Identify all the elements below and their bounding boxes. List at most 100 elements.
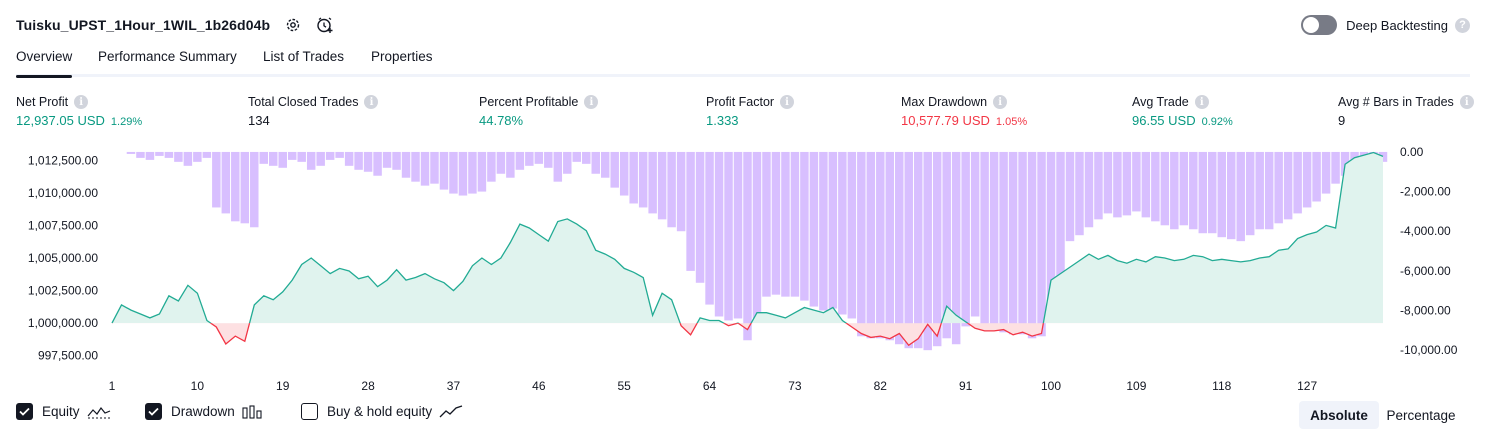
right-axis-tick: 0.00 [1400, 145, 1424, 159]
drawdown-bar [335, 151, 344, 158]
drawdown-bar [1198, 151, 1208, 234]
help-icon[interactable]: ? [1455, 17, 1470, 33]
drawdown-bar [648, 151, 657, 214]
drawdown-bar [1226, 151, 1236, 240]
drawdown-bar [1293, 151, 1302, 214]
drawdown-checkbox[interactable] [145, 403, 162, 420]
drawdown-bar [667, 151, 676, 228]
info-icon[interactable]: i [1194, 95, 1209, 109]
tab-list-of-trades[interactable]: List of Trades [263, 49, 345, 64]
metric-total-closed-trades: Total Closed Trades i 134 [248, 94, 379, 128]
drawdown-bar [1189, 151, 1198, 230]
drawdown-bar [819, 151, 828, 311]
equity-line-icon [87, 405, 111, 419]
info-icon[interactable]: i [993, 95, 1008, 109]
x-axis-tick: 55 [618, 379, 632, 393]
drawdown-bar [904, 151, 913, 349]
drawdown-bar [638, 151, 648, 208]
drawdown-bar [1208, 151, 1217, 234]
drawdown-bar [278, 151, 287, 168]
drawdown-bar [1141, 151, 1151, 218]
tab-overview[interactable]: Overview [16, 49, 73, 78]
metric-value: 1.333 [706, 113, 739, 128]
metric-avg-trade: Avg Trade i 96.55 USD 0.92% [1132, 94, 1233, 128]
drawdown-bar [1037, 151, 1046, 337]
drawdown-bar [1283, 151, 1293, 220]
info-icon[interactable]: i [74, 95, 89, 109]
drawdown-bar [771, 151, 781, 295]
equity-area-above [112, 152, 1383, 324]
absolute-button[interactable]: Absolute [1299, 401, 1379, 429]
drawdown-bar [572, 151, 582, 162]
tab-performance-summary[interactable]: Performance Summary [98, 49, 237, 64]
drawdown-bar [1236, 151, 1245, 242]
drawdown-bar [1065, 151, 1075, 242]
drawdown-bar [250, 151, 259, 228]
metric-value: 134 [248, 113, 270, 128]
drawdown-bar [316, 151, 325, 166]
drawdown-bar [582, 151, 591, 164]
metric-label: Net Profit [16, 95, 69, 109]
percentage-button[interactable]: Percentage [1386, 407, 1456, 423]
metric-value: 12,937.05 USD [16, 113, 105, 128]
deep-backtesting-toggle[interactable] [1301, 15, 1338, 35]
drawdown-bar [563, 151, 572, 174]
drawdown-bar [876, 151, 885, 339]
drawdown-bar [724, 151, 733, 321]
right-axis-tick: -2,000.00 [1400, 185, 1451, 199]
drawdown-bar [743, 151, 752, 341]
legend-equity-label: Equity [42, 404, 80, 419]
drawdown-bar [297, 151, 306, 162]
drawdown-bar [1122, 151, 1132, 216]
metric-percent: 1.29% [110, 116, 143, 128]
metric-profit-factor: Profit Factor i 1.333 [706, 94, 795, 128]
gear-icon[interactable] [284, 16, 302, 34]
drawdown-bar [1018, 151, 1027, 335]
drawdown-bar [164, 151, 174, 158]
metric-value: 96.55 USD [1132, 113, 1196, 128]
legend-drawdown[interactable]: Drawdown [145, 403, 264, 420]
legend-buy-hold[interactable]: Buy & hold equity [301, 403, 463, 420]
drawdown-bar [932, 151, 942, 347]
drawdown-bar [828, 151, 838, 309]
metric-percent: 0.92% [1201, 116, 1233, 128]
buy-hold-checkbox[interactable] [301, 403, 318, 420]
metric-percent-profitable: Percent Profitable i 44.78% [479, 94, 599, 128]
legend-equity[interactable]: Equity [16, 403, 111, 420]
drawdown-bar [657, 151, 667, 220]
equity-area-below [210, 323, 1044, 346]
alarm-clock-plus-icon[interactable] [316, 16, 334, 34]
drawdown-bar [809, 151, 819, 307]
drawdown-bar [449, 151, 458, 194]
left-axis-tick: 997,500.00 [38, 349, 98, 363]
equity-checkbox[interactable] [16, 403, 33, 420]
drawdown-bar [857, 151, 866, 337]
drawdown-bar [145, 151, 155, 160]
drawdown-bar [885, 151, 895, 341]
drawdown-bar [1274, 151, 1283, 224]
left-axis-tick: 1,002,500.00 [28, 284, 98, 298]
drawdown-bar [373, 151, 382, 176]
drawdown-bar [259, 151, 269, 164]
drawdown-bar [1027, 151, 1037, 339]
equity-drawdown-chart: 1,012,500.00 1,010,000.00 1,007,500.00 1,00… [28, 145, 1458, 393]
info-icon[interactable]: i [1459, 95, 1474, 109]
tab-properties[interactable]: Properties [371, 49, 433, 64]
metric-label: Profit Factor [706, 95, 775, 109]
drawdown-bar [269, 151, 278, 166]
left-axis-tick: 1,007,500.00 [28, 218, 98, 232]
drawdown-bar [1094, 151, 1103, 220]
drawdown-bar [942, 151, 951, 339]
drawdown-bar [980, 151, 989, 325]
info-icon[interactable]: i [780, 95, 795, 109]
info-icon[interactable]: i [364, 95, 379, 109]
drawdown-bar [496, 151, 506, 174]
drawdown-bar [174, 151, 183, 162]
legend-buy-hold-label: Buy & hold equity [327, 404, 433, 419]
drawdown-bar [790, 151, 800, 297]
buy-hold-line-icon [439, 404, 463, 419]
info-icon[interactable]: i [584, 95, 599, 109]
drawdown-bar [1217, 151, 1226, 238]
drawdown-bar [714, 151, 724, 317]
drawdown-bar [515, 151, 525, 170]
